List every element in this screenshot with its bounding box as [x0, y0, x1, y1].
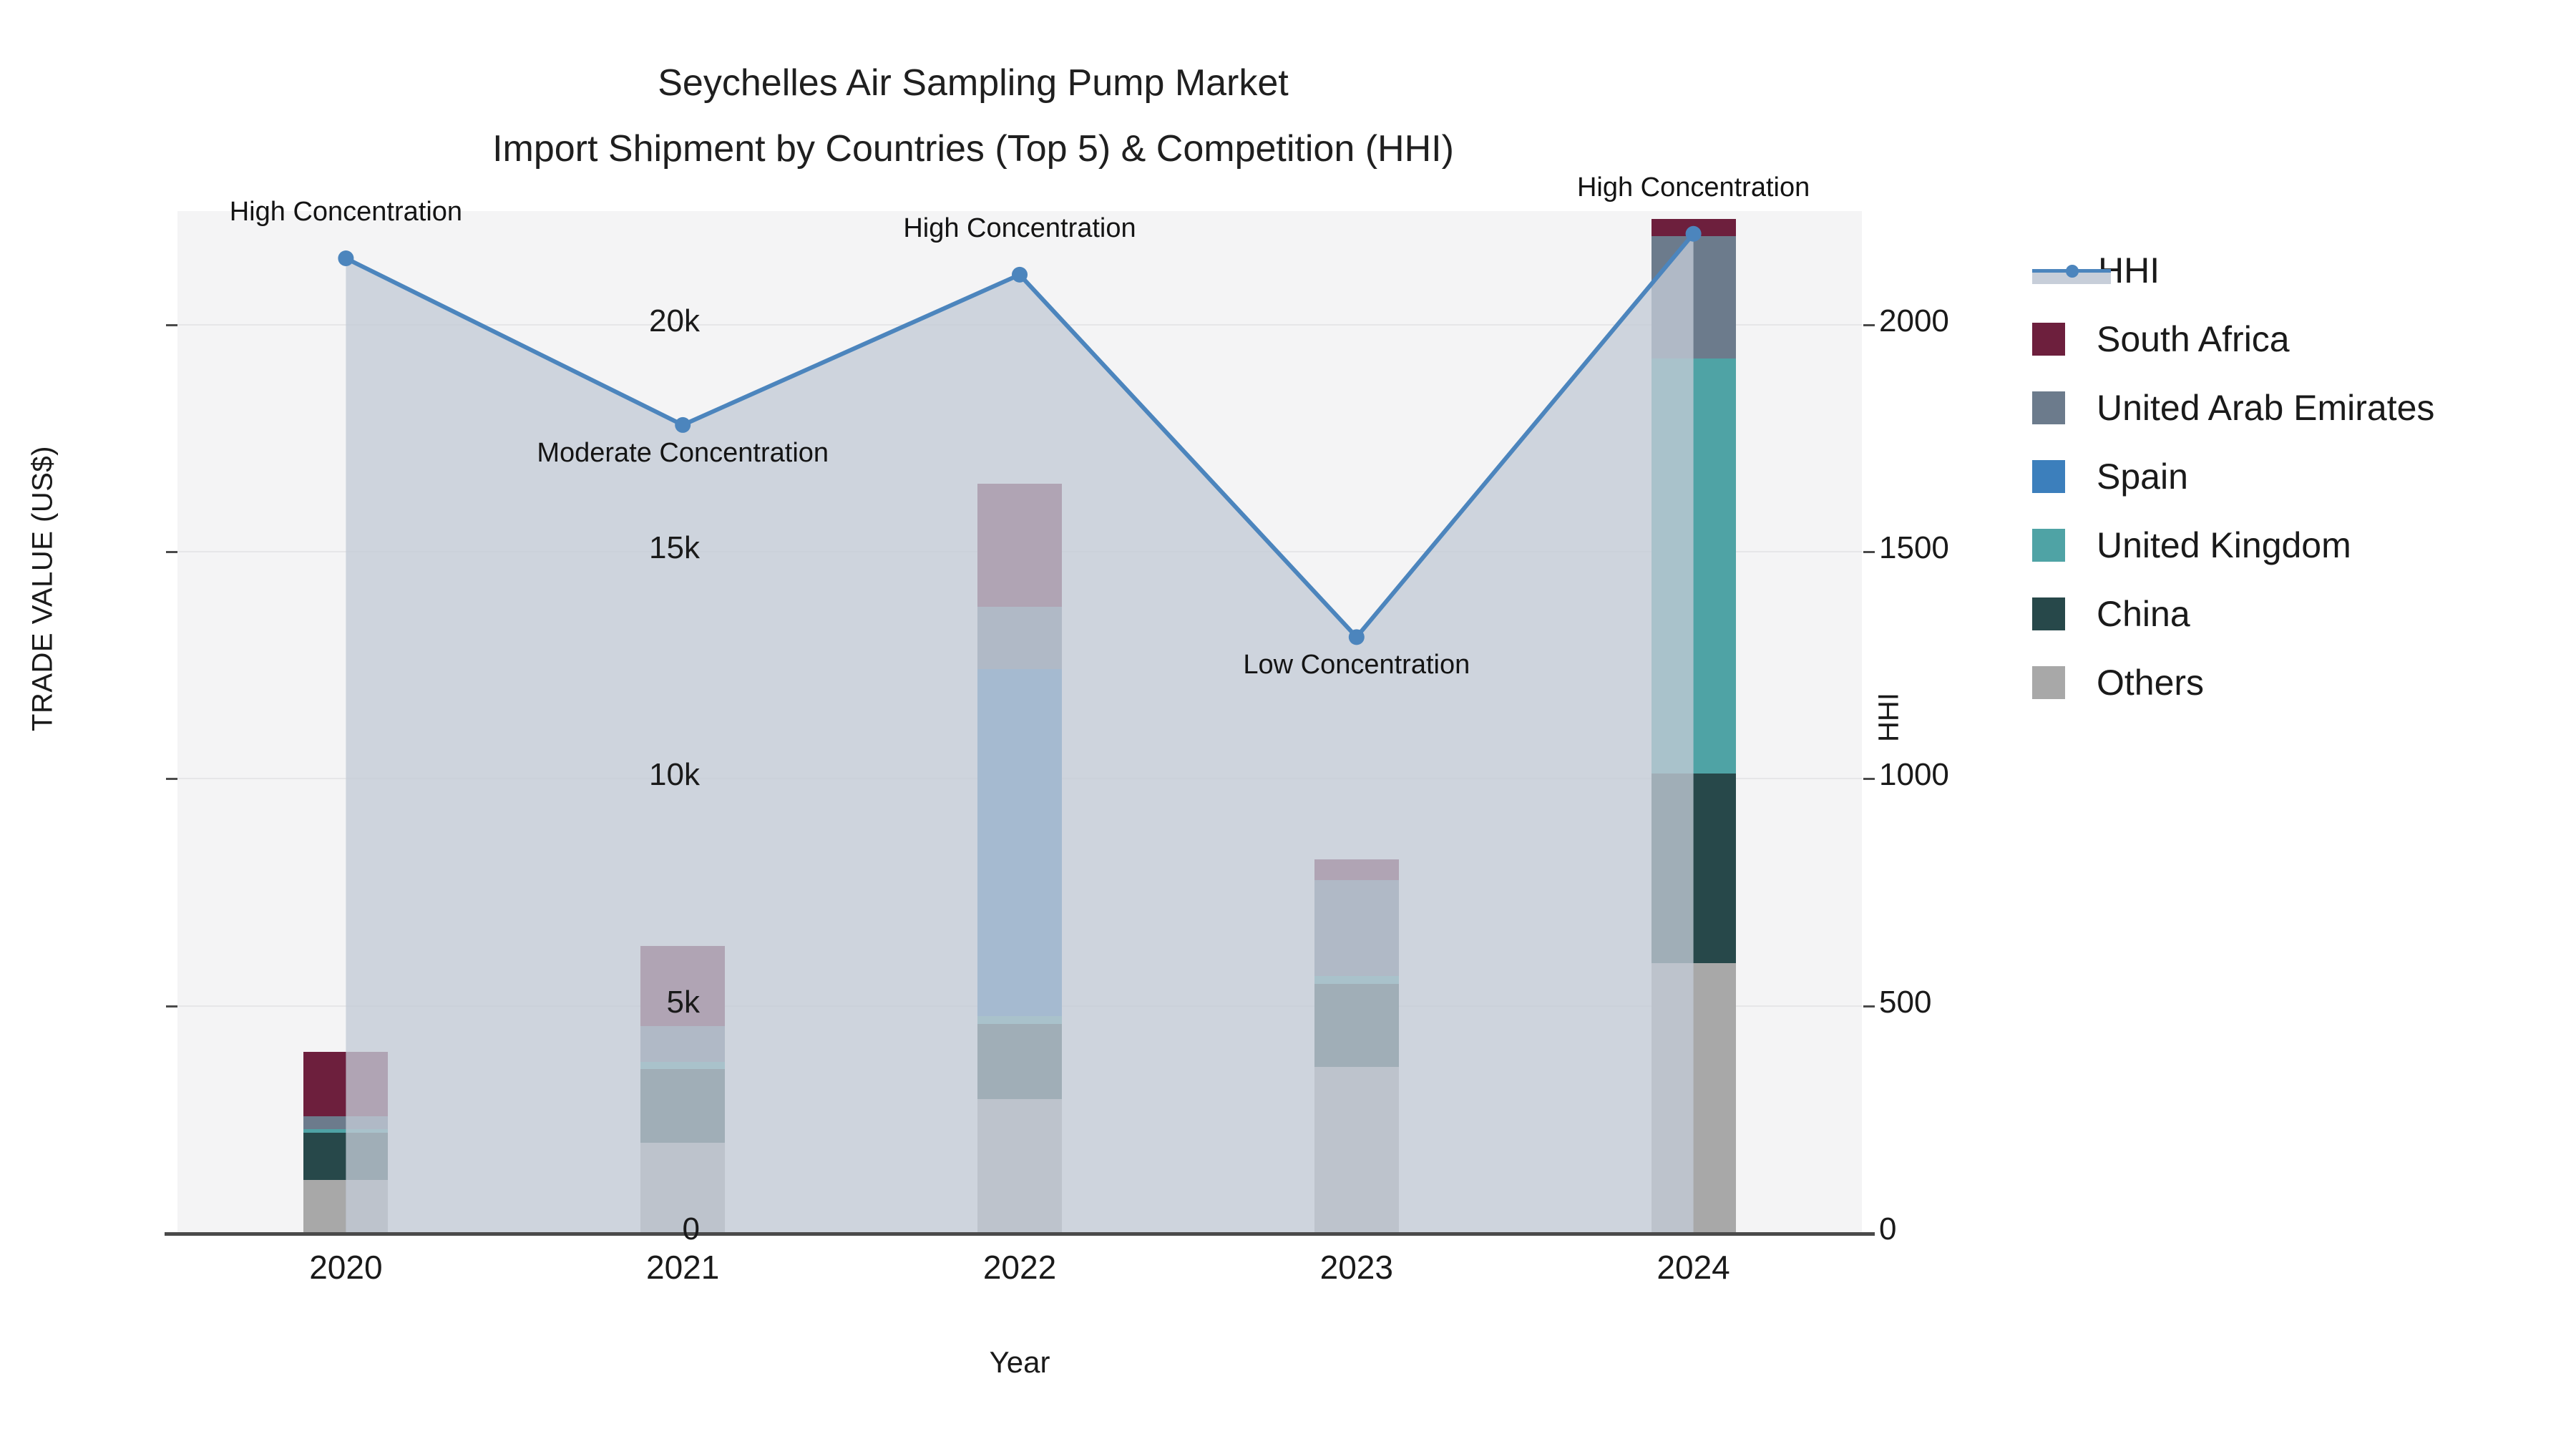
hhi-data-points [338, 225, 1702, 645]
y-tick-mark-left [166, 323, 177, 326]
y-tick-mark-right [1863, 1232, 1875, 1234]
y-tick-left-15k: 15k [649, 530, 700, 565]
plot-area [177, 211, 1862, 1234]
y-tick-right-2000: 2000 [1879, 303, 1949, 338]
legend-item-spain[interactable]: Spain [2032, 442, 2562, 511]
legend-swatch-icon [2032, 529, 2065, 562]
x-tick-2022: 2022 [982, 1249, 1057, 1286]
x-axis-label: Year [989, 1345, 1050, 1379]
y-tick-mark-right [1863, 551, 1875, 553]
legend-item-others[interactable]: Others [2032, 648, 2562, 717]
y-tick-left-10k: 10k [649, 757, 700, 793]
x-tick-2024: 2024 [1657, 1249, 1730, 1286]
y-tick-mark-left [166, 551, 177, 553]
legend: HHI South Africa United Arab Emirates Spain… [2032, 236, 2562, 717]
title-line-2: Import Shipment by Countries (Top 5) & C… [492, 128, 1454, 170]
y-tick-right-1000: 1000 [1879, 757, 1949, 793]
annotation-2021: Moderate Concentration [537, 437, 829, 468]
x-tick-2020: 2020 [309, 1249, 383, 1286]
x-tick-2023: 2023 [1319, 1249, 1393, 1286]
legend-label: Others [2097, 663, 2205, 703]
annotation-2024: High Concentration [1576, 172, 1810, 203]
y-tick-mark-right [1863, 778, 1875, 781]
hhi-point-2021[interactable] [675, 416, 691, 433]
annotation-2020: High Concentration [229, 197, 463, 227]
y-tick-mark-left [166, 1005, 177, 1008]
hhi-line-icon [2032, 254, 2111, 287]
hhi-point-2020[interactable] [338, 250, 354, 267]
legend-item-china[interactable]: China [2032, 580, 2562, 648]
bar-segment-united-kingdom[interactable] [303, 1128, 389, 1133]
legend-swatch-icon [2032, 460, 2065, 493]
chart-title: Seychelles Air Sampling Pump Market Impo… [0, 50, 1946, 182]
legend-label: South Africa [2097, 319, 2290, 359]
y-tick-right-0: 0 [1879, 1211, 1897, 1246]
hhi-point-2024[interactable] [1685, 225, 1702, 242]
annotation-2022: High Concentration [903, 213, 1136, 243]
legend-label: China [2097, 594, 2190, 634]
hhi-point-2022[interactable] [1012, 266, 1028, 283]
y-tick-right-500: 500 [1879, 984, 1932, 1020]
hhi-line-layer [338, 225, 1702, 1234]
legend-swatch-icon [2032, 666, 2065, 699]
legend-swatch-icon [2032, 391, 2065, 424]
legend-item-united-kingdom[interactable]: United Kingdom [2032, 511, 2562, 580]
hhi-area-fill [346, 233, 1694, 1234]
x-tick-2021: 2021 [646, 1249, 720, 1286]
x-axis-line [165, 1232, 1875, 1236]
y-tick-left-20k: 20k [649, 303, 700, 338]
y-axis-right-label: HHI [1873, 693, 1905, 742]
legend-item-south-africa[interactable]: South Africa [2032, 305, 2562, 374]
y-axis-left-label: TRADE VALUE (US$) [26, 446, 59, 731]
hhi-point-2023[interactable] [1348, 629, 1365, 645]
y-tick-mark-left [166, 778, 177, 781]
legend-item-united-arab-emirates[interactable]: United Arab Emirates [2032, 374, 2562, 442]
title-line-1: Seychelles Air Sampling Pump Market [658, 62, 1289, 104]
y-tick-right-1500: 1500 [1879, 530, 1949, 565]
y-tick-mark-left [166, 1232, 177, 1234]
annotation-2023: Low Concentration [1243, 650, 1470, 680]
legend-swatch-icon [2032, 323, 2065, 356]
y-tick-left-0: 0 [682, 1211, 700, 1246]
legend-label: United Kingdom [2097, 525, 2351, 565]
legend-label: United Arab Emirates [2097, 388, 2435, 428]
legend-label: Spain [2097, 457, 2188, 497]
legend-item-hhi[interactable]: HHI [2032, 236, 2562, 305]
y-tick-mark-right [1863, 1005, 1875, 1008]
y-tick-left-5k: 5k [666, 984, 700, 1020]
legend-swatch-icon [2032, 597, 2065, 630]
y-tick-mark-right [1863, 323, 1875, 326]
